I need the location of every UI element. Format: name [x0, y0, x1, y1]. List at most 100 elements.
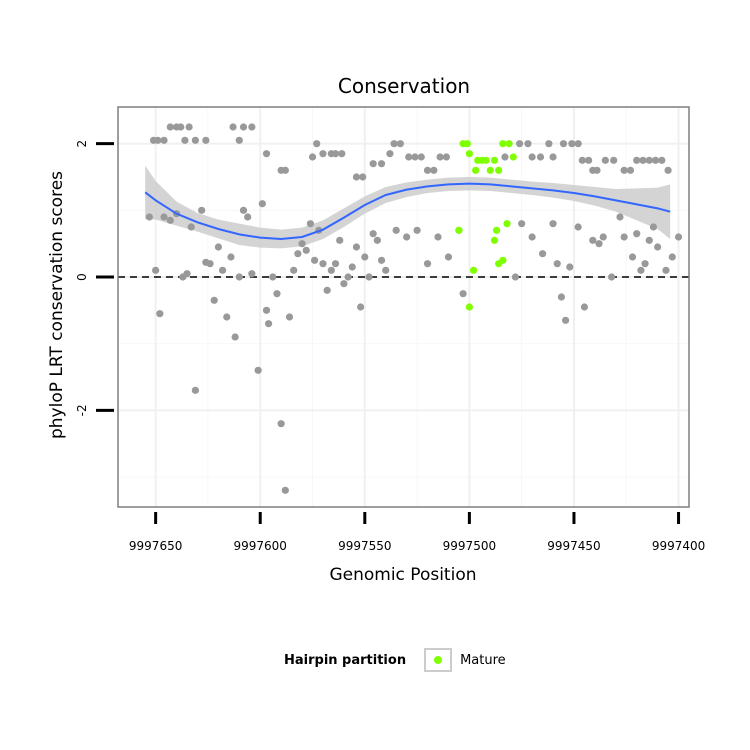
data-point-mature	[492, 226, 501, 234]
data-point-other	[352, 173, 361, 181]
legend: Hairpin partition Mature	[284, 646, 506, 674]
y-axis-label: phyloP LRT conservation scores	[47, 171, 67, 439]
data-point-other	[344, 273, 352, 281]
data-point-other	[181, 136, 189, 144]
data-point-other	[369, 160, 377, 168]
plot-panel-border	[117, 106, 690, 508]
data-point-other	[277, 420, 285, 428]
confidence-band-layer	[145, 165, 671, 249]
data-point-other	[620, 166, 628, 174]
data-point-other	[637, 266, 645, 274]
data-point-mature	[509, 153, 517, 161]
data-point-other	[248, 123, 256, 131]
data-point-other	[152, 266, 160, 274]
data-point-other	[160, 213, 168, 221]
data-point-other	[578, 156, 586, 164]
data-point-other	[628, 253, 637, 261]
smooth-trend-line	[144, 182, 671, 241]
data-point-other	[616, 213, 624, 221]
data-point-other	[262, 150, 271, 158]
data-point-other	[654, 243, 662, 251]
data-point-other	[386, 150, 394, 158]
data-point-other	[331, 150, 340, 158]
data-point-other	[561, 316, 570, 324]
data-point-mature	[463, 140, 471, 148]
legend-key-mature	[424, 648, 453, 672]
data-point-other	[459, 290, 467, 298]
data-point-other	[244, 213, 252, 221]
data-point-other	[258, 200, 266, 208]
data-point-other	[264, 320, 273, 328]
data-point-mature	[472, 166, 480, 174]
y-tick-label: 2	[75, 140, 89, 148]
data-point-other	[580, 303, 589, 311]
data-point-other	[610, 156, 618, 164]
data-point-other	[254, 366, 262, 374]
data-point-mature	[495, 166, 503, 174]
data-point-other	[156, 310, 164, 318]
data-point-other	[191, 136, 199, 144]
data-point-other	[411, 153, 419, 161]
data-point-other	[396, 140, 404, 148]
data-point-other	[145, 213, 153, 221]
data-point-other	[338, 150, 346, 158]
data-point-other	[336, 236, 344, 244]
data-point-other	[377, 256, 386, 264]
data-point-other	[599, 233, 607, 241]
data-point-other	[218, 266, 227, 274]
data-point-other	[390, 140, 398, 148]
data-point-mature	[486, 166, 494, 174]
data-point-mature	[469, 266, 478, 274]
data-point-other	[166, 123, 174, 131]
data-point-other	[327, 266, 335, 274]
data-point-other	[273, 290, 281, 298]
data-point-other	[662, 266, 670, 274]
data-point-other	[515, 140, 524, 148]
data-point-other	[668, 253, 676, 261]
data-point-other	[585, 156, 593, 164]
data-point-other	[210, 296, 218, 304]
y-tick-label: -2	[75, 404, 89, 416]
data-point-other	[235, 273, 243, 281]
data-point-other	[674, 233, 683, 241]
data-point-other	[361, 253, 369, 261]
data-point-other	[553, 260, 561, 268]
data-point-other	[202, 136, 210, 144]
data-point-other	[645, 236, 653, 244]
data-point-other	[559, 140, 568, 148]
x-tick-label: 9997400	[652, 539, 705, 553]
data-point-other	[323, 286, 331, 294]
data-point-other	[306, 220, 315, 228]
data-point-other	[545, 140, 553, 148]
data-point-other	[231, 333, 239, 341]
data-point-other	[239, 206, 248, 214]
data-point-mature	[499, 256, 507, 264]
data-point-other	[574, 140, 582, 148]
legend-title: Hairpin partition	[284, 652, 407, 668]
data-point-other	[651, 156, 660, 164]
data-point-other	[206, 260, 214, 268]
data-point-other	[595, 240, 603, 248]
data-point-other	[365, 273, 373, 281]
data-point-other	[423, 166, 432, 174]
data-point-mature	[482, 156, 490, 164]
data-point-other	[359, 173, 367, 181]
data-point-mature	[499, 140, 507, 148]
data-point-other	[658, 156, 666, 164]
data-point-other	[626, 166, 635, 174]
data-point-other	[227, 253, 235, 261]
data-point-other	[403, 233, 411, 241]
data-point-other	[436, 153, 444, 161]
data-point-other	[331, 260, 340, 268]
data-point-other	[568, 140, 576, 148]
x-tick-label: 9997600	[234, 539, 287, 553]
data-point-other	[198, 206, 206, 214]
data-point-other	[645, 156, 653, 164]
grid	[118, 107, 689, 507]
data-point-other	[511, 273, 519, 281]
data-point-other	[536, 153, 545, 161]
smooth-line-layer	[144, 182, 671, 241]
data-point-other	[223, 313, 231, 321]
data-point-other	[311, 256, 319, 264]
data-point-other	[177, 123, 185, 131]
